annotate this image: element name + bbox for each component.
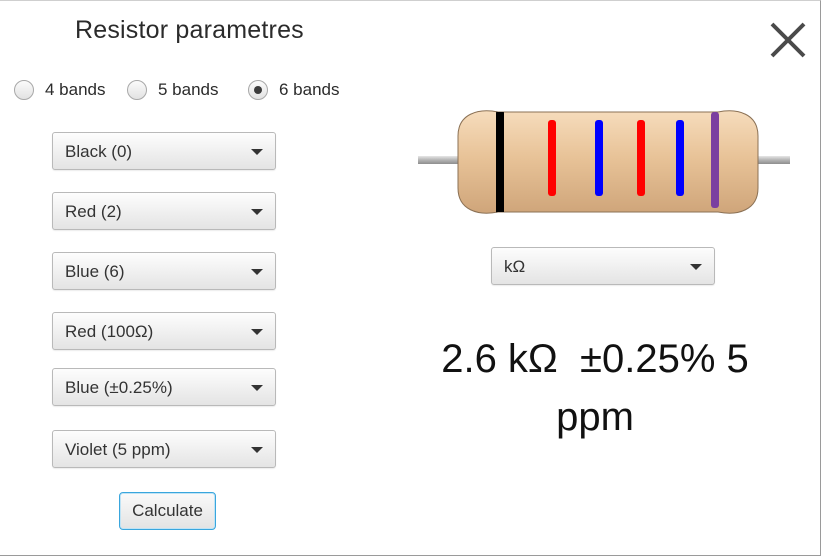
temp-coefficient-value: Violet (5 ppm) <box>65 440 171 459</box>
result-line-2: ppm <box>556 395 634 439</box>
result-line-1: 2.6 kΩ ±0.25% 5 <box>441 337 749 381</box>
chevron-down-icon <box>251 209 263 215</box>
band-3-select[interactable]: Blue (6) <box>52 252 276 290</box>
chevron-down-icon <box>690 264 702 270</box>
radio-indicator[interactable] <box>127 80 147 100</box>
radio-label: 6 bands <box>279 80 340 99</box>
chevron-down-icon <box>251 385 263 391</box>
radio-4-bands[interactable]: 4 bands <box>14 80 106 100</box>
band-2-select[interactable]: Red (2) <box>52 192 276 230</box>
multiplier-value: Red (100Ω) <box>65 322 154 341</box>
band-stripe-5 <box>676 120 684 196</box>
band-stripe-2 <box>548 120 556 196</box>
chevron-down-icon <box>251 447 263 453</box>
resistor-lead-right <box>752 156 790 164</box>
band-1-value: Black (0) <box>65 142 133 161</box>
tolerance-select[interactable]: Blue (±0.25%) <box>52 368 276 406</box>
chevron-down-icon <box>251 269 263 275</box>
result-text: 2.6 kΩ ±0.25% 5 ppm <box>405 330 785 446</box>
chevron-down-icon <box>251 149 263 155</box>
chevron-down-icon <box>251 329 263 335</box>
unit-select[interactable]: kΩ <box>491 247 715 285</box>
band-stripe-3 <box>595 120 603 196</box>
band-stripe-1 <box>496 110 504 214</box>
resistor-image <box>418 110 790 214</box>
radio-label: 5 bands <box>158 80 219 99</box>
radio-indicator[interactable] <box>14 80 34 100</box>
unit-value: kΩ <box>504 257 526 276</box>
radio-6-bands[interactable]: 6 bands <box>248 80 340 100</box>
band-1-select[interactable]: Black (0) <box>52 132 276 170</box>
temp-coefficient-select[interactable]: Violet (5 ppm) <box>52 430 276 468</box>
multiplier-select[interactable]: Red (100Ω) <box>52 312 276 350</box>
calculate-button[interactable]: Calculate <box>119 492 216 530</box>
radio-5-bands[interactable]: 5 bands <box>127 80 219 100</box>
dialog-title: Resistor parametres <box>75 16 304 44</box>
band-3-value: Blue (6) <box>65 262 125 281</box>
tolerance-value: Blue (±0.25%) <box>65 378 173 397</box>
radio-indicator[interactable] <box>248 80 268 100</box>
close-icon[interactable] <box>768 20 808 60</box>
band-stripe-4 <box>637 120 645 196</box>
resistor-lead-left <box>418 156 464 164</box>
band-2-value: Red (2) <box>65 202 122 221</box>
band-stripe-6 <box>711 112 719 208</box>
radio-label: 4 bands <box>45 80 106 99</box>
